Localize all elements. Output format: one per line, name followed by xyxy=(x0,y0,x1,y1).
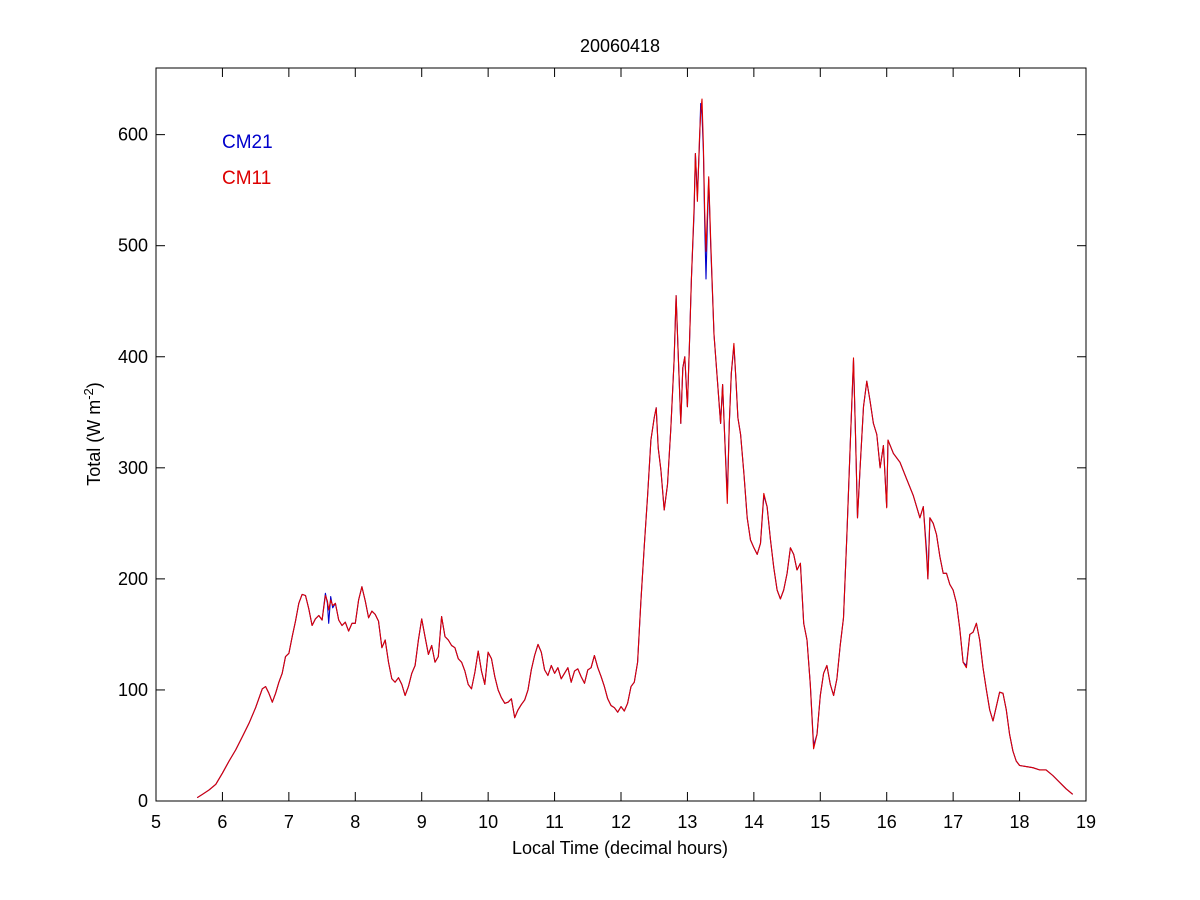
series-line-cm11 xyxy=(196,98,1074,799)
plot-area-frame xyxy=(155,67,1087,802)
x-tick-label: 16 xyxy=(877,812,897,832)
chart-title: 20060418 xyxy=(580,36,660,56)
y-axis-label: Total (W m-2) xyxy=(81,382,105,486)
y-tick-label: 500 xyxy=(118,236,148,256)
legend-entry-cm11: CM11 xyxy=(222,168,271,189)
x-tick-label: 18 xyxy=(1010,812,1030,832)
series-layer xyxy=(196,98,1074,799)
y-tick-label: 600 xyxy=(118,125,148,145)
y-tick-label: 300 xyxy=(118,458,148,478)
x-tick-label: 11 xyxy=(545,812,564,832)
x-tick-label: 13 xyxy=(677,812,697,832)
y-tick-label: 400 xyxy=(118,347,148,367)
y-tick-label: 0 xyxy=(138,791,148,811)
x-tick-label: 19 xyxy=(1076,812,1096,832)
legend-entry-cm21: CM21 xyxy=(222,132,273,153)
x-axis-label: Local Time (decimal hours) xyxy=(512,838,728,858)
y-axis-label-main: Total (W m xyxy=(84,400,104,486)
y-axis-label-close: ) xyxy=(84,382,104,388)
x-tick-label: 5 xyxy=(151,812,161,832)
legend: CM21 CM11 xyxy=(222,132,273,189)
y-tick-label: 200 xyxy=(118,569,148,589)
x-tick-label: 8 xyxy=(350,812,360,832)
x-tick-label: 6 xyxy=(217,812,227,832)
x-tick-label: 14 xyxy=(744,812,764,832)
x-tick-label: 10 xyxy=(478,812,498,832)
y-tick-label: 100 xyxy=(118,680,148,700)
y-axis-label-superscript: -2 xyxy=(81,388,96,400)
x-tick-label: 12 xyxy=(611,812,631,832)
x-tick-label: 9 xyxy=(417,812,427,832)
x-tick-label: 7 xyxy=(284,812,294,832)
x-tick-label: 15 xyxy=(810,812,830,832)
x-tick-label: 17 xyxy=(943,812,963,832)
axis-ticks: 5 6 7 8 9 10 11 12 13 14 15 16 17 18 19 0 100 200 300 400 50… xyxy=(118,68,1096,832)
